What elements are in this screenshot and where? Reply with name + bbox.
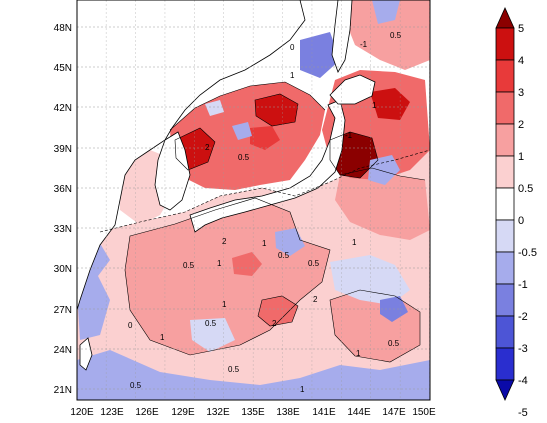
colorbar-bottom-triangle	[495, 379, 515, 401]
colorbar: 5 4 3 2 1 0.5 0 -0.5 -1 -2 -3 -4 -5	[495, 7, 537, 419]
contour-label: 0.5	[228, 365, 240, 374]
lon-label: 120E	[70, 407, 94, 418]
colorbar-label: -1	[518, 279, 528, 291]
colorbar-band	[495, 187, 515, 221]
lat-label: 21N	[54, 385, 72, 396]
colorbar-band	[495, 347, 515, 381]
contour-label: 2	[313, 295, 318, 304]
colorbar-label: 3	[518, 87, 524, 99]
lon-label: 123E	[100, 407, 124, 418]
colorbar-band	[495, 315, 515, 349]
lat-label: 27N	[54, 305, 72, 316]
lon-label: 126E	[135, 407, 159, 418]
contour-label: 1	[352, 238, 357, 247]
colorbar-label: 0	[518, 215, 524, 227]
contour-label: 2	[205, 143, 210, 152]
lon-label: 147E	[382, 407, 406, 418]
colorbar-band	[495, 59, 515, 93]
graticule-lon	[77, 0, 430, 400]
contour-label: 1	[356, 349, 361, 358]
contour-label: 0.5	[130, 381, 142, 390]
contour-label: 2	[272, 319, 277, 328]
colorbar-top-triangle	[495, 7, 515, 29]
colorbar-band	[495, 27, 515, 61]
contour-label: 1	[290, 71, 295, 80]
colorbar-label: -5	[518, 407, 528, 419]
lat-label: 45N	[54, 63, 72, 74]
contour-label: 0	[128, 321, 133, 330]
lat-label: 48N	[54, 23, 72, 34]
colorbar-band	[495, 283, 515, 317]
colorbar-label: 5	[518, 23, 524, 35]
colorbar-band	[495, 155, 515, 189]
lat-label: 33N	[54, 224, 72, 235]
contour-label: 0.5	[388, 339, 400, 348]
lon-label: 144E	[347, 407, 371, 418]
lon-label: 141E	[312, 407, 336, 418]
graticule-lat	[77, 26, 430, 390]
contour-label: 0	[290, 43, 295, 52]
colorbar-label: -0.5	[518, 247, 537, 259]
contour-label: 2	[222, 237, 227, 246]
contour-label: 0.5	[183, 261, 195, 270]
lon-label: 132E	[206, 407, 230, 418]
contour-label: 0.5	[390, 31, 402, 40]
lon-label: 129E	[171, 407, 195, 418]
contour-label: 0.5	[308, 259, 320, 268]
colorbar-label: -2	[518, 311, 528, 323]
colorbar-label: 1	[518, 151, 524, 163]
map-frame	[76, 0, 431, 401]
colorbar-label: 0.5	[518, 183, 533, 195]
contour-label: 0.5	[278, 251, 290, 260]
lon-label: 138E	[276, 407, 300, 418]
map-plot-area: 2 1 0.5 2 1 0.5 1 2 1 0.5 -1 0 1 0.5 1 2…	[77, 0, 430, 400]
lat-label: 42N	[54, 103, 72, 114]
lon-label: 150E	[412, 407, 436, 418]
lon-axis: 120E 123E 126E 129E 132E 135E 138E 141E …	[70, 407, 436, 418]
contour-value-labels: 2 1 0.5 2 1 0.5 1 2 1 0.5 -1 0 1 0.5 1 2…	[128, 31, 402, 394]
colorbar-label: 4	[518, 55, 524, 67]
contour-label: 1	[222, 300, 227, 309]
contour-label: -1	[360, 40, 368, 49]
colorbar-band	[495, 219, 515, 253]
lat-label: 36N	[54, 184, 72, 195]
contour-label: -1	[345, 131, 353, 140]
colorbar-band	[495, 91, 515, 125]
lat-label: 39N	[54, 144, 72, 155]
lon-label: 135E	[241, 407, 265, 418]
contour-label: 0.5	[238, 153, 250, 162]
contour-label: 1	[300, 385, 305, 394]
colorbar-band	[495, 123, 515, 157]
colorbar-band	[495, 251, 515, 285]
lat-label: 30N	[54, 264, 72, 275]
contour-label: 1	[217, 259, 222, 268]
contour-label: 1	[262, 239, 267, 248]
contour-label: 0.5	[205, 319, 217, 328]
colorbar-label: -4	[518, 375, 528, 387]
contour-label: 1	[372, 101, 377, 110]
contour-label: 1	[160, 333, 165, 342]
colorbar-label: 2	[518, 119, 524, 131]
lat-axis: 48N 45N 42N 39N 36N 33N 30N 27N 24N 21N	[54, 23, 72, 396]
lat-label: 24N	[54, 345, 72, 356]
colorbar-label: -3	[518, 343, 528, 355]
